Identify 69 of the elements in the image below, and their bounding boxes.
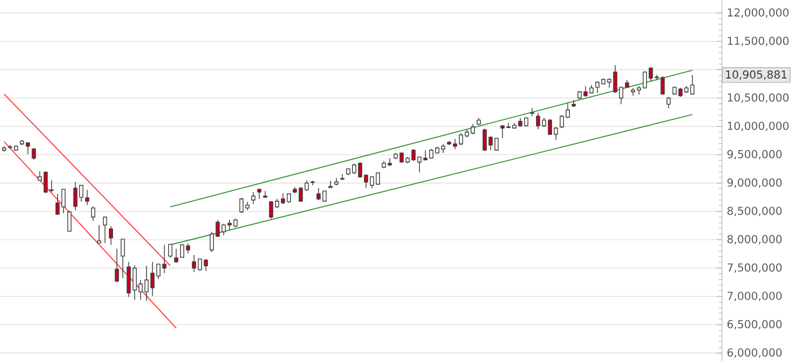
candlestick [144,265,149,302]
candlestick [536,112,540,130]
candlestick [85,189,90,206]
candlestick [156,264,160,280]
candlestick [583,86,588,98]
candlestick [150,261,155,296]
candlestick [286,193,291,204]
candlestick [204,258,208,272]
candlestick [642,71,647,89]
candlestick [251,192,256,204]
y-tick-label: 11,500,000 [728,36,789,46]
candlestick [192,254,196,272]
candlestick [364,174,368,189]
y-tick-label: 8,000,000 [727,235,782,244]
y-tick-label: 7,000,000 [728,292,782,302]
candlestick [554,126,558,140]
candlestick [120,238,125,279]
y-tick-label: 9,500,000 [727,150,782,160]
candlestick [32,148,36,160]
text: 10,905,881 [726,70,787,80]
candlestick [108,226,114,246]
candlestick [274,198,280,208]
candlestick [114,248,119,283]
candlestick [458,132,464,146]
candlestick [26,142,30,155]
candlestick [678,87,683,98]
y-tick-label: 10,500,000 [728,93,789,103]
y-tick-label: 7,500,000 [728,263,782,273]
candlestick [61,188,66,214]
candlestick [280,192,286,204]
candlestick [452,138,458,150]
candlestick [138,280,143,300]
candlestick [257,188,262,200]
candlestick [417,156,422,173]
candlestick [316,188,321,200]
candlestick [174,248,178,264]
candlestick [376,172,380,186]
candlestick [542,117,546,128]
candlestick [494,137,499,152]
y-tick-label: 10,000,000 [728,122,789,132]
y-tick-label: 6,000,000 [727,348,782,358]
candlestick [228,219,232,230]
candlestick [666,96,671,109]
candlestick [500,124,505,139]
candlestick [67,210,72,232]
candlestick [370,176,374,189]
candlestick [186,242,190,254]
candlestick [322,190,327,202]
candlestick [595,81,600,94]
candlestick [50,180,54,193]
candlestick [102,216,108,244]
candlestick [358,162,362,178]
y-tick-label: 6,500,000 [727,320,782,330]
candlestick [548,118,552,136]
candlestick [180,244,184,258]
candlestick [55,193,60,216]
candlestick [269,200,274,220]
candlestick [411,148,416,162]
y-tick-label: 12,000,000 [728,8,789,18]
candlestick [97,224,102,244]
candlestick [198,258,202,272]
candlestick [239,197,244,214]
candlestick [690,74,694,94]
y-tick-label: 8,500,000 [727,206,782,216]
candlestick [91,206,96,222]
candlestick [470,124,475,135]
y-tick-label: 9,000,000 [727,178,782,188]
candlestick [162,244,166,274]
candlestick [168,244,172,258]
